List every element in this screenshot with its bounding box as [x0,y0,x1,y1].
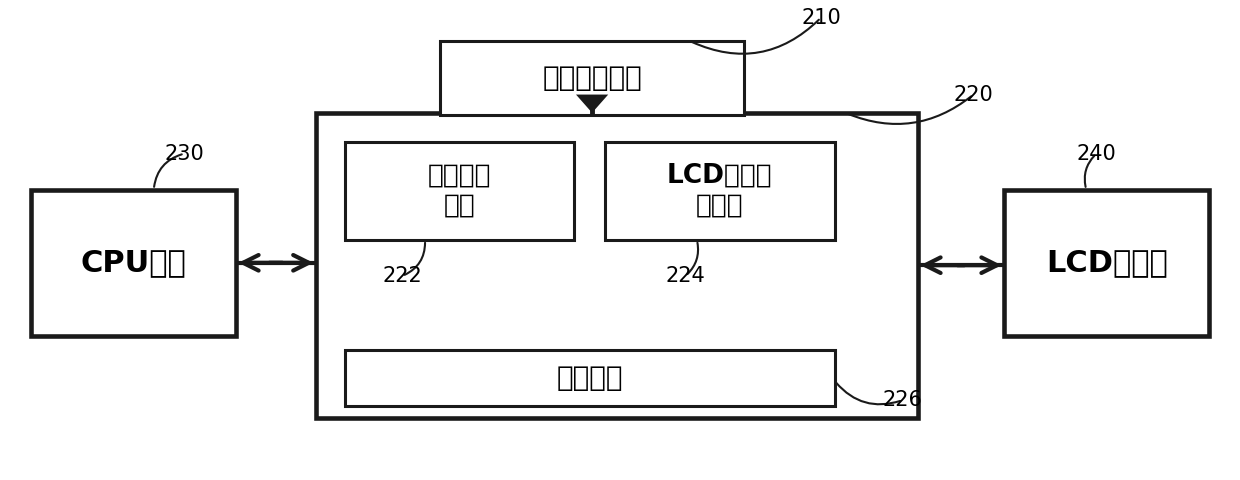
Text: 224: 224 [666,266,706,286]
Text: 电源输入电路: 电源输入电路 [542,64,642,92]
Text: 220: 220 [954,84,993,105]
Text: 210: 210 [801,8,841,28]
Text: 230: 230 [165,144,205,164]
Text: 226: 226 [883,390,923,410]
Text: 通信处理
模块: 通信处理 模块 [428,163,491,219]
Bar [1004,190,1209,336]
Bar [440,41,744,115]
Bar [31,190,236,336]
Bar [345,142,574,240]
Text: 222: 222 [382,266,422,286]
Bar [345,350,835,406]
Text: 240: 240 [1076,144,1116,164]
Polygon shape [575,95,609,113]
Text: LCD显示屏: LCD显示屏 [1045,248,1168,277]
Text: CPU系统: CPU系统 [81,248,186,277]
Bar [316,113,918,418]
Bar [605,142,835,240]
Text: 配置接口: 配置接口 [557,364,622,392]
Text: LCD显示控
制模块: LCD显示控 制模块 [667,163,773,219]
